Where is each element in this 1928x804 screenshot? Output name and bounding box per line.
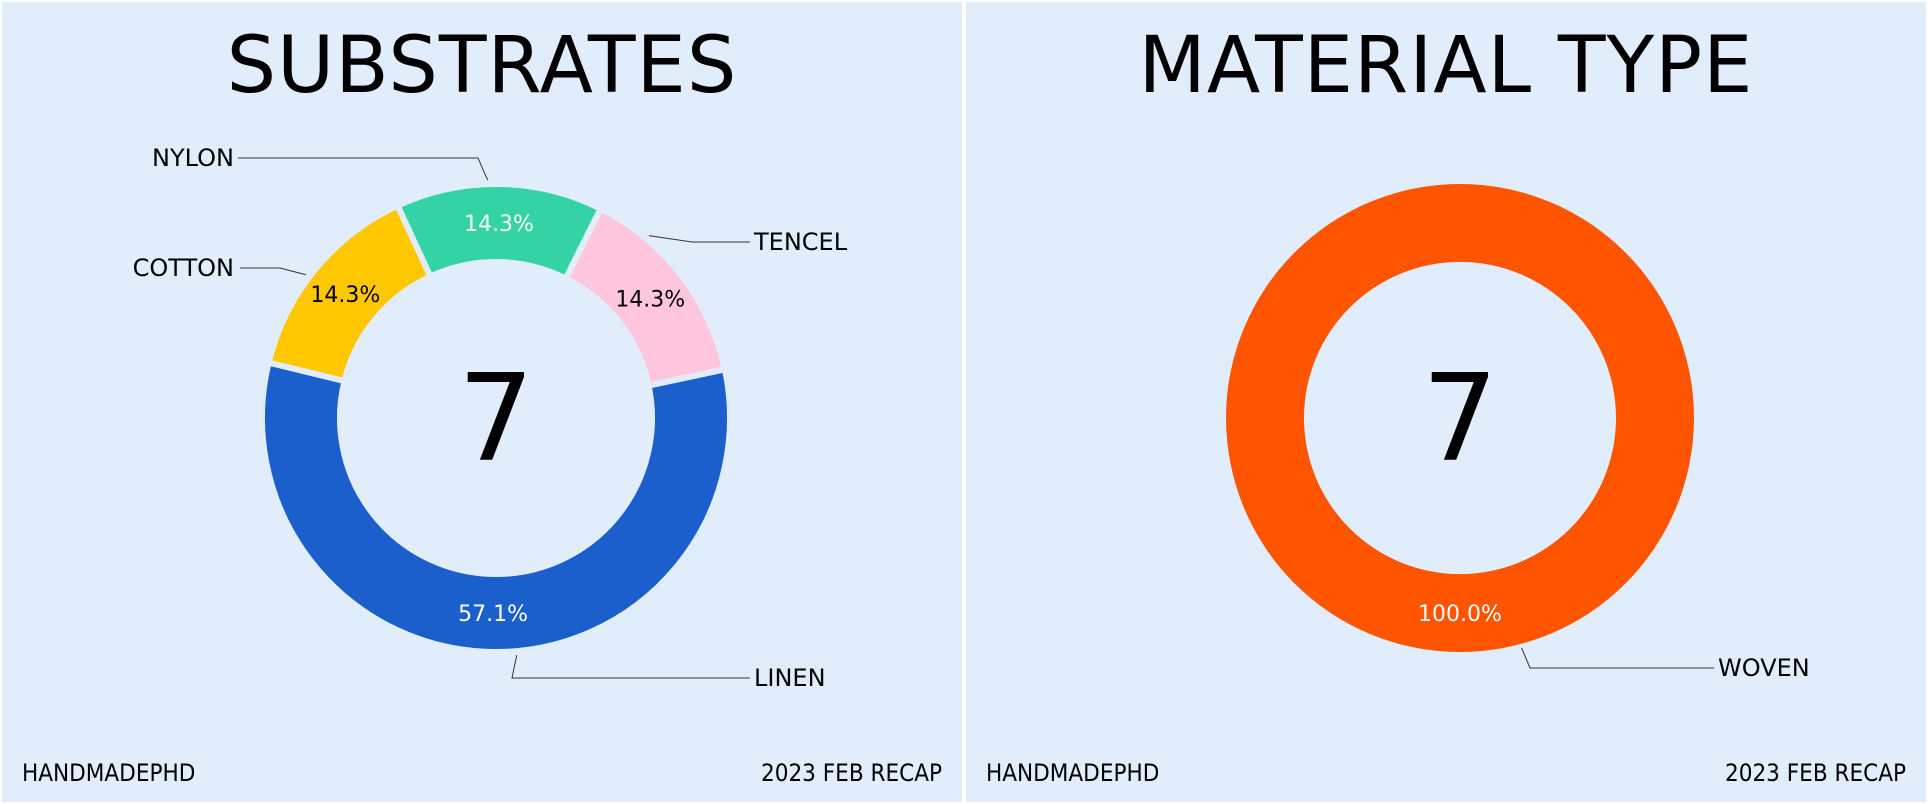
center-total: 7 — [458, 350, 534, 489]
percent-label-nylon: 14.3% — [464, 212, 534, 237]
percent-label-woven: 100.0% — [1418, 602, 1502, 627]
leader-line-woven — [1521, 647, 1714, 669]
slice-woven — [1226, 184, 1694, 652]
brand-footer: HANDMADEPHD — [22, 759, 196, 787]
leader-line-nylon — [238, 157, 489, 181]
material-type-donut-chart: 100.0% WOVEN 7 — [1226, 184, 1810, 682]
category-label-woven: WOVEN — [1718, 654, 1810, 682]
category-label-cotton: COTTON — [133, 254, 234, 282]
substrates-panel: SUBSTRATES 57.1% LINEN 14.3% TENCEL 14.3% NYL… — [2, 2, 962, 802]
percent-label-tencel: 14.3% — [310, 283, 380, 308]
substrates-donut-chart: 57.1% LINEN 14.3% TENCEL 14.3% NYLON 14.3% COTT… — [133, 144, 848, 692]
category-label-tencel: TENCEL — [753, 228, 848, 256]
center-total: 7 — [1422, 350, 1498, 489]
chart-title: MATERIAL TYPE — [1138, 21, 1754, 111]
percent-label-linen: 57.1% — [458, 602, 528, 627]
leader-line-tencel — [648, 235, 750, 243]
slice-linen — [259, 358, 733, 655]
percent-label-cotton: 14.3% — [615, 288, 685, 313]
leader-line-cotton — [240, 267, 307, 276]
period-footer: 2023 FEB RECAP — [1724, 759, 1906, 787]
chart-title: SUBSTRATES — [226, 21, 738, 111]
period-footer: 2023 FEB RECAP — [760, 759, 942, 787]
brand-footer: HANDMADEPHD — [986, 759, 1160, 787]
category-label-linen: LINEN — [754, 664, 826, 692]
category-label-nylon: NYLON — [152, 144, 234, 172]
slice-cotton — [561, 204, 729, 390]
material-type-panel: MATERIAL TYPE 100.0% WOVEN 7 HANDMADEPHD 2… — [966, 2, 1926, 802]
leader-line-linen — [511, 654, 750, 679]
